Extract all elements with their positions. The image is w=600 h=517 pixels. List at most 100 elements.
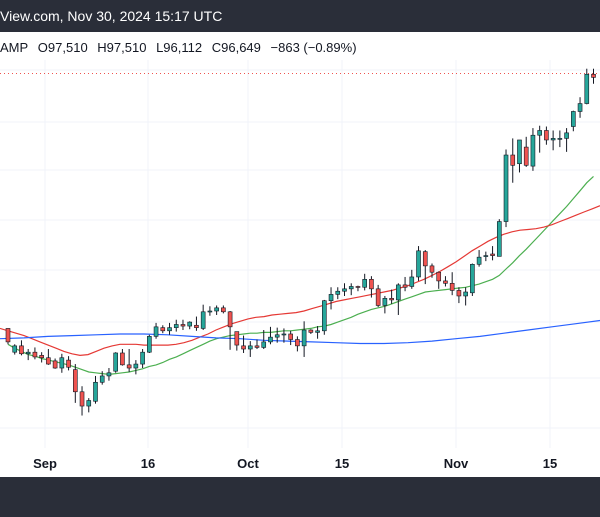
ma-long-line <box>0 319 600 345</box>
candle-body <box>99 375 105 383</box>
candle-body <box>422 251 428 267</box>
candle-body <box>295 339 300 347</box>
candle <box>503 149 509 228</box>
candle <box>591 68 596 84</box>
candle-body <box>46 357 51 365</box>
candle <box>382 295 388 314</box>
candle <box>140 349 145 369</box>
candle <box>120 349 125 366</box>
candle <box>456 287 462 304</box>
candle <box>113 352 118 373</box>
candle-body <box>32 351 38 358</box>
candle <box>180 319 186 331</box>
candle-body <box>328 294 334 302</box>
candle-body <box>140 351 145 365</box>
candle-body <box>463 291 468 297</box>
candle <box>167 322 172 335</box>
candle-body <box>261 341 267 348</box>
x-tick-label: Oct <box>237 456 259 471</box>
candle-body <box>52 360 58 369</box>
candle-body <box>503 154 509 222</box>
header-bar: View.com, Nov 30, 2024 15:17 UTC <box>0 0 600 32</box>
candle-body <box>301 329 307 347</box>
ma-short-line <box>7 175 594 376</box>
candle-body <box>254 345 260 348</box>
candle <box>449 272 455 296</box>
candle-body <box>59 357 65 369</box>
candle <box>530 128 536 171</box>
x-tick-label: 15 <box>543 456 557 471</box>
x-tick-label: 15 <box>335 456 349 471</box>
candle-body <box>436 271 442 282</box>
candle-body <box>571 111 576 127</box>
candle-body <box>409 276 415 287</box>
candle <box>362 273 367 291</box>
candle-body <box>173 324 179 328</box>
candle-body <box>416 250 421 278</box>
candle-body <box>147 336 152 353</box>
candle <box>496 219 502 257</box>
x-tick-label: 16 <box>141 456 155 471</box>
candle <box>214 305 219 315</box>
candlestick-series <box>5 68 596 416</box>
candle <box>335 287 341 300</box>
candle <box>187 321 193 330</box>
candle-body <box>557 138 563 140</box>
candle <box>133 360 139 375</box>
candle <box>429 263 435 278</box>
candle-body <box>106 372 112 377</box>
candle-body <box>5 328 11 343</box>
candle-body <box>73 369 78 393</box>
candle-body <box>591 73 596 78</box>
candle-body <box>315 330 320 333</box>
candle-body <box>268 336 273 343</box>
legend-symbol: AMP <box>0 40 29 55</box>
candle-body <box>577 103 583 112</box>
candle-body <box>517 139 522 165</box>
candle-body <box>126 364 132 369</box>
candle <box>52 358 58 369</box>
candle <box>66 356 71 371</box>
candle-body <box>160 327 166 332</box>
candle-body <box>355 286 361 288</box>
candle-body <box>429 265 435 273</box>
legend-change: −863 (−0.89%) <box>270 40 357 55</box>
candle <box>59 353 65 373</box>
ohlc-legend: AMP O97,510 H97,510 L96,112 C96,649 −863… <box>0 38 363 58</box>
candle-body <box>322 300 327 332</box>
candle <box>39 352 44 363</box>
candle-body <box>39 355 44 359</box>
candle-body <box>180 324 186 327</box>
candle <box>308 329 314 334</box>
legend-low: L96,112 <box>156 40 203 55</box>
candle <box>173 319 179 332</box>
candle <box>342 283 347 296</box>
candle <box>544 126 549 145</box>
candle-body <box>530 134 536 167</box>
legend-high: H97,510 <box>97 40 147 55</box>
candle-body <box>207 310 213 313</box>
candle-body <box>496 221 502 257</box>
candle-body <box>382 298 388 306</box>
candle <box>315 326 320 339</box>
candle-body <box>234 331 240 346</box>
candle <box>268 326 273 345</box>
candle <box>443 276 448 287</box>
candle-body <box>281 333 287 336</box>
candle <box>241 335 246 353</box>
candle <box>463 287 468 306</box>
candle-body <box>348 286 354 290</box>
candle <box>5 328 11 345</box>
candle-body <box>200 311 206 329</box>
candle <box>422 250 428 285</box>
candle <box>295 336 300 352</box>
candle-body <box>523 146 529 166</box>
candle-body <box>308 329 314 333</box>
candle-body <box>564 132 569 139</box>
candle-body <box>113 352 118 372</box>
candle <box>126 349 132 372</box>
candle-body <box>288 333 293 340</box>
candle <box>550 130 556 151</box>
candle <box>564 128 569 152</box>
